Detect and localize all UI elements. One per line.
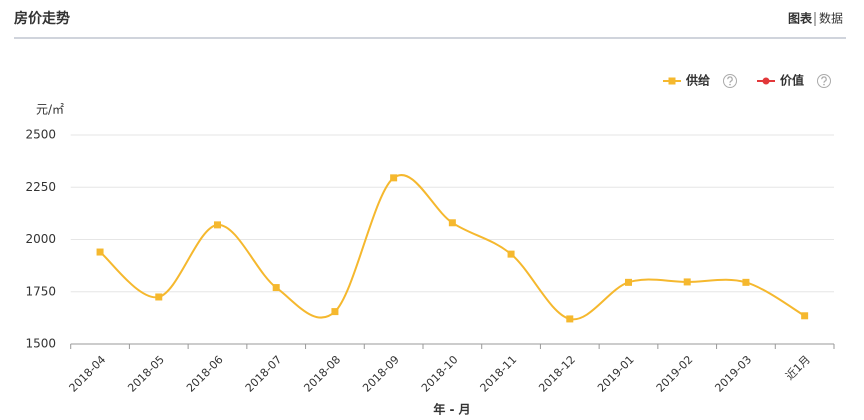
help-dot <box>823 83 825 86</box>
point-marker <box>683 278 691 286</box>
x-tick-label: 2018-04 <box>67 353 109 395</box>
x-tick-label: 2018-08 <box>301 353 343 395</box>
x-tick-label: 2019-03 <box>712 353 754 395</box>
x-tick-label: 近1月 <box>783 353 813 383</box>
legend-label: 供给 <box>685 73 710 88</box>
page-title: 房价走势 <box>14 10 70 27</box>
x-axis-label: 年 - 月 <box>433 402 470 417</box>
point-marker <box>155 293 163 301</box>
x-tick-label: 2018-10 <box>419 353 461 395</box>
x-tick-label: 2018-07 <box>243 353 285 395</box>
tab-data[interactable]: 数据 <box>819 11 843 26</box>
point-marker <box>96 248 104 256</box>
x-tick-label: 2018-12 <box>536 353 578 395</box>
help-dot <box>729 83 731 86</box>
x-tick-label: 2018-06 <box>184 353 226 395</box>
y-tick-label: 2250 <box>25 180 56 194</box>
point-marker <box>213 221 221 229</box>
legend-marker <box>668 77 676 85</box>
point-marker <box>624 278 632 286</box>
y-unit: 元/㎡ <box>36 103 64 117</box>
point-marker <box>801 312 809 320</box>
help-icon[interactable] <box>723 74 737 88</box>
point-marker <box>507 250 515 258</box>
help-circle <box>817 74 831 88</box>
y-tick-label: 2500 <box>25 128 56 142</box>
y-tick-label: 1500 <box>25 337 56 351</box>
point-marker <box>390 174 398 182</box>
y-tick-label: 1750 <box>25 284 56 298</box>
help-icon[interactable] <box>817 74 831 88</box>
point-marker <box>566 315 574 323</box>
tab-chart[interactable]: 图表 <box>788 11 813 26</box>
series-line <box>99 174 806 321</box>
y-tick-label: 2000 <box>25 232 56 246</box>
x-tick-label: 2019-02 <box>654 353 696 395</box>
help-glyph <box>727 76 733 83</box>
legend-marker <box>762 77 770 85</box>
x-tick-label: 2018-11 <box>478 353 520 395</box>
point-marker <box>742 278 750 286</box>
x-tick-label: 2018-05 <box>125 353 167 395</box>
point-marker <box>331 308 339 316</box>
point-marker <box>448 219 456 227</box>
x-tick-label: 2019-01 <box>595 353 637 395</box>
help-glyph <box>821 76 827 83</box>
legend-label: 价值 <box>780 73 804 88</box>
x-tick-label: 2018-09 <box>360 353 402 395</box>
help-circle <box>723 74 737 88</box>
point-marker <box>272 284 280 292</box>
